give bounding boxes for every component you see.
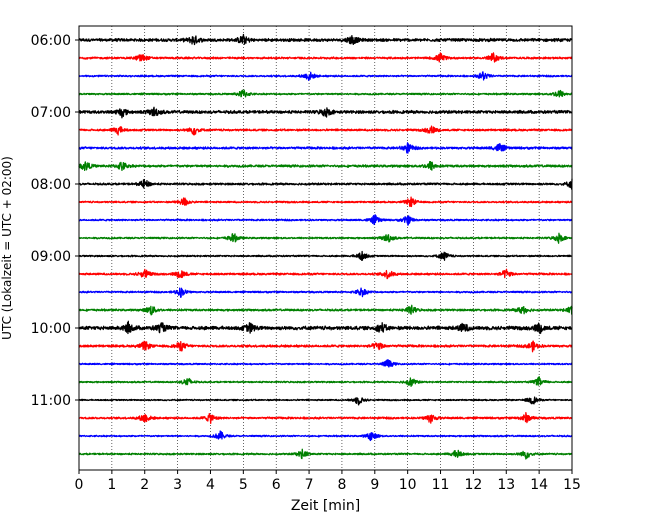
- y-tick-label: 08:00: [31, 177, 71, 193]
- trace-1015: [78, 340, 573, 353]
- trace-0745: [78, 161, 573, 172]
- x-tick-label: 8: [337, 477, 346, 493]
- x-tick-label: 4: [206, 477, 215, 493]
- x-tick-label: 12: [464, 477, 482, 493]
- trace-0800: [78, 178, 573, 190]
- trace-0615: [78, 52, 573, 63]
- x-tick-label: 2: [140, 477, 149, 493]
- trace-1030: [78, 359, 573, 368]
- plot-frame: [78, 25, 573, 471]
- trace-0600: [78, 33, 573, 46]
- trace-1100: [78, 396, 573, 406]
- trace-1045: [78, 376, 573, 387]
- y-axis-label: UTC (Lokalzeit = UTC + 02:00): [0, 156, 14, 340]
- trace-0915: [78, 268, 573, 280]
- trace-0845: [78, 232, 573, 244]
- y-tick-label: 10:00: [31, 321, 71, 337]
- x-tick-label: 7: [305, 477, 314, 493]
- x-tick-label: 9: [370, 477, 379, 493]
- trace-0630: [78, 71, 573, 81]
- trace-0730: [78, 142, 573, 154]
- trace-0830: [78, 214, 573, 226]
- trace-0815: [78, 196, 573, 208]
- trace-group: [78, 33, 573, 460]
- y-tick-label: 11:00: [31, 393, 71, 409]
- x-tick-label: 0: [75, 477, 84, 493]
- trace-0645: [78, 89, 573, 98]
- trace-1000: [78, 320, 573, 335]
- x-tick-label: 10: [399, 477, 417, 493]
- x-axis-label: Zeit [min]: [291, 498, 360, 514]
- trace-0715: [78, 125, 573, 136]
- x-tick-label: 1: [107, 477, 116, 493]
- y-tick-label: 09:00: [31, 249, 71, 265]
- x-tick-label: 5: [239, 477, 248, 493]
- trace-1130: [78, 430, 573, 442]
- grid-lines: [111, 26, 540, 470]
- x-tick-label: 14: [530, 477, 548, 493]
- y-axis-ticks: 06:00 07:00 08:00 09:00 10:00 11:00: [31, 33, 79, 409]
- trace-0700: [78, 106, 573, 119]
- y-tick-label: 07:00: [31, 105, 71, 121]
- trace-0930: [78, 287, 573, 298]
- trace-0945: [78, 304, 573, 316]
- x-tick-label: 6: [272, 477, 281, 493]
- x-tick-label: 13: [497, 477, 515, 493]
- y-tick-label: 06:00: [31, 33, 71, 49]
- x-tick-label: 3: [173, 477, 182, 493]
- x-tick-label: 15: [563, 477, 581, 493]
- trace-1115: [78, 411, 573, 425]
- trace-0900: [78, 250, 573, 261]
- x-tick-label: 11: [432, 477, 450, 493]
- trace-1145: [78, 448, 573, 460]
- x-axis-ticks: 0 1 2 3 4 5 6 7 8 9 10 11 12 13 14 15: [75, 470, 581, 493]
